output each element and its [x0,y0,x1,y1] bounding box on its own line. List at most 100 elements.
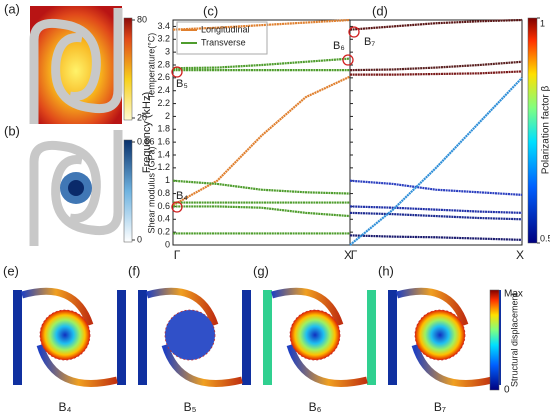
spiral [29,8,123,124]
spiral-arm [411,343,493,387]
spiral-arm [146,287,219,327]
y-tick-label: 3 [165,47,170,57]
band-line [172,57,351,70]
mode-caption: B₇ [434,400,446,414]
mode-marker [171,66,183,78]
x-tick-label: X [344,248,352,262]
colorbar [527,17,538,244]
colorbar-tick-label: 1 [540,18,545,28]
mode-marker [171,201,183,213]
y-tick-label: 0 [165,239,170,249]
y-tick-label: 1.6 [157,137,170,147]
colorbar-label: Shear modulus (GPa) [146,146,156,233]
panel-label: (e) [3,263,19,278]
panel-label: (h) [378,263,394,278]
y-tick-label: 0.8 [157,188,170,198]
colorbar-tick-label: 0.5 [540,233,550,243]
x-tick-label: X [516,248,524,262]
colorbar-label: Polarization factor β [541,85,550,174]
y-tick-label: 0.2 [157,227,170,237]
panel-label: (b) [4,123,20,138]
band-line [349,179,523,196]
y-tick-label: 1.2 [157,162,170,172]
band-line [172,18,351,31]
y-tick-label: 0.4 [157,214,170,224]
colorbar-label: Temperature(°C) [146,33,156,100]
panel-label: (g) [253,263,269,278]
panel-label: (f) [128,263,140,278]
colorbar-tick-label: 80 [137,14,147,24]
colorbar-tick-label: 0.86 [137,136,155,146]
mode-shapes: (e) B₄ (f) B₅ (g) B₆ (h) B₇ [3,263,501,414]
mode-label: B₇ [364,36,375,48]
panel-label: (d) [372,3,388,18]
spiral-arm [36,343,118,387]
y-tick-label: 2.2 [157,98,170,108]
resonator [164,309,216,361]
legend-label: Transverse [201,37,246,47]
legend-frame [176,21,268,55]
y-tick-label: 2.8 [157,59,170,69]
y-tick-label: 2.6 [157,72,170,82]
frame-bar [138,290,147,385]
band-line [349,234,523,241]
colorbar-max: Max [504,289,523,300]
spiral-arm [396,287,469,327]
colorbar [489,289,500,391]
frame-bar [367,290,376,385]
colorbar-tick-label: 0 [137,234,142,244]
band-line [172,179,351,195]
y-tick-label: 1.8 [157,124,170,134]
band-line [349,211,523,221]
band-line [349,77,523,246]
resonator [414,309,466,361]
mode-label: B₆ [333,40,345,52]
spiral-arm [286,343,368,387]
panel-label: (c) [203,3,218,18]
colorbar-tick-label: 20 [137,112,147,122]
frame-bar [117,290,126,385]
stiff-core [68,180,84,196]
y-tick-label: 1 [165,175,170,185]
colorbar [123,139,133,243]
mode-label: B₅ [176,78,188,90]
y-tick-label: 2.4 [157,85,170,95]
resonator [39,309,91,361]
spiral-arm [271,287,344,327]
spiral-arm [21,287,94,327]
band-line [172,75,351,207]
colorbar-min: 0 [504,385,510,396]
panel-label: (a) [4,1,20,16]
x-tick-label: Γ [351,248,358,262]
y-tick-label: 3.4 [157,21,170,31]
x-tick-label: Γ [174,248,181,262]
mode-label: B₄ [176,190,188,202]
mode-marker [348,26,360,38]
mode-caption: B₄ [59,400,72,414]
y-tick-label: 1.4 [157,149,170,159]
mode-caption: B₅ [184,400,197,414]
band-line [349,60,523,72]
y-axis-label: Frequency (kHz) [141,92,153,173]
resonator [289,309,341,361]
y-tick-label: 3.2 [157,34,170,44]
band-line [349,18,523,31]
band-line [173,205,351,218]
frame-bar [242,290,251,385]
band-line [349,205,523,214]
spiral-arm [161,343,243,387]
mode-marker [342,54,354,66]
colorbar [123,17,133,121]
spiral [29,130,123,246]
band-line [350,70,523,76]
colorbar-label: Structural displacement [509,292,519,387]
y-tick-label: 2 [165,111,170,121]
mode-caption: B₆ [309,400,322,414]
frame-bar [13,290,22,385]
frame-bar [388,290,397,385]
plot-frame [349,19,523,246]
frame-bar [263,290,272,385]
y-tick-label: 0.6 [157,201,170,211]
legend-label: Longitudinal [201,24,250,34]
